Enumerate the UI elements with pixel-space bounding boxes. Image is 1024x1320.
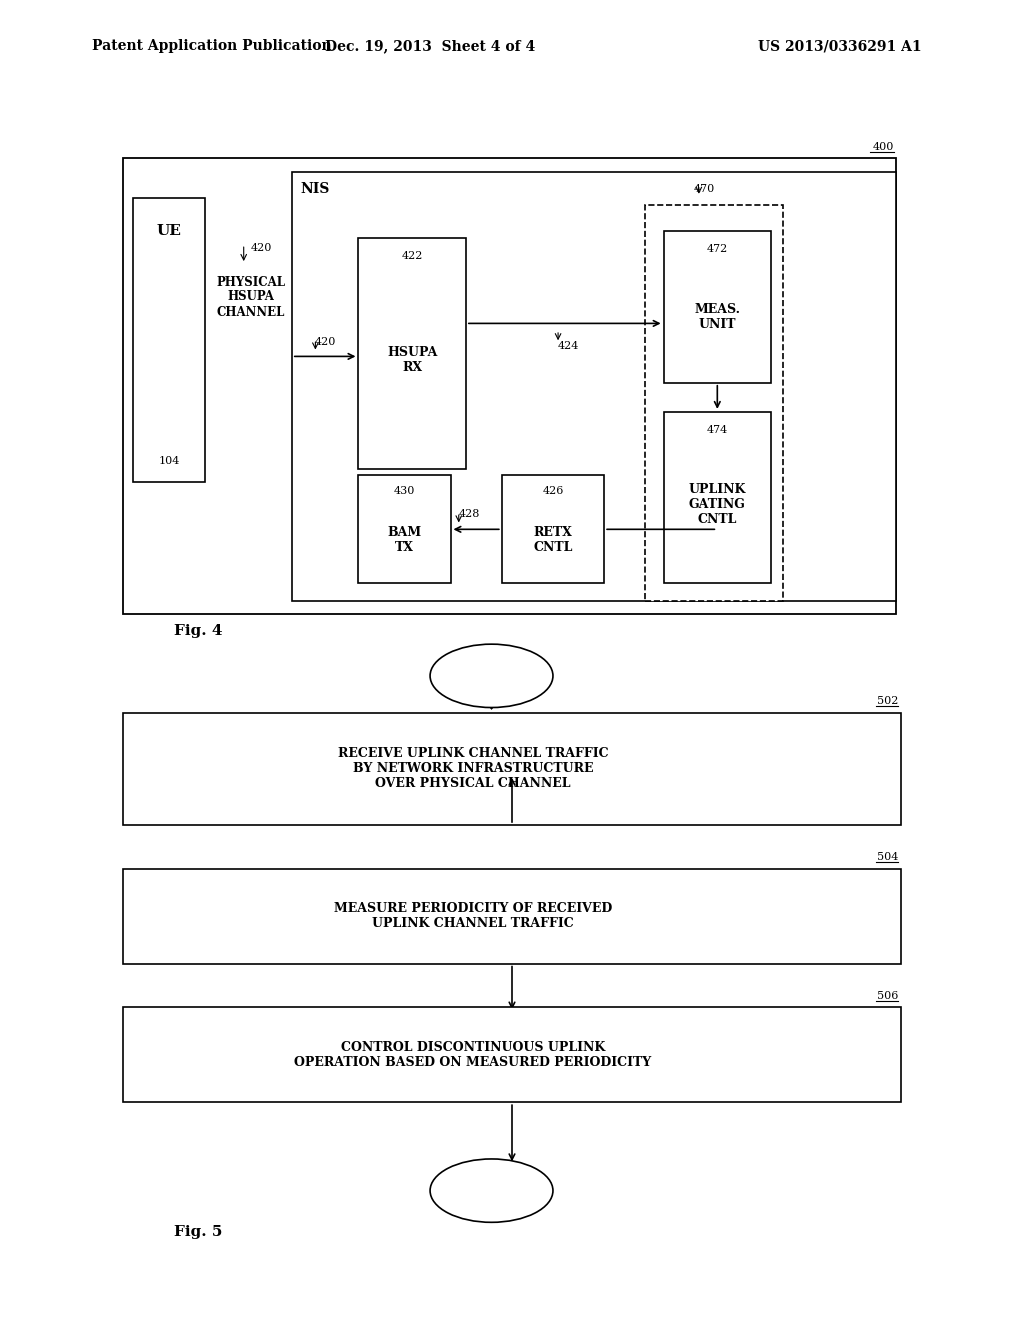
Text: Dec. 19, 2013  Sheet 4 of 4: Dec. 19, 2013 Sheet 4 of 4 — [325, 40, 536, 53]
FancyBboxPatch shape — [502, 475, 604, 583]
Text: 430: 430 — [394, 486, 415, 496]
Text: 474: 474 — [707, 425, 728, 436]
Text: 420: 420 — [315, 337, 336, 347]
Text: 104: 104 — [159, 455, 179, 466]
Text: RETX
CNTL: RETX CNTL — [534, 525, 572, 554]
Text: 472: 472 — [707, 244, 728, 255]
Text: RECEIVE UPLINK CHANNEL TRAFFIC
BY NETWORK INFRASTRUCTURE
OVER PHYSICAL CHANNEL: RECEIVE UPLINK CHANNEL TRAFFIC BY NETWOR… — [338, 747, 608, 791]
FancyBboxPatch shape — [664, 231, 771, 383]
Text: 422: 422 — [401, 251, 423, 261]
FancyBboxPatch shape — [123, 869, 901, 964]
Text: 502: 502 — [877, 696, 898, 706]
Text: MEAS.
UNIT: MEAS. UNIT — [694, 304, 740, 331]
Text: HSUPA
RX: HSUPA RX — [387, 346, 437, 374]
FancyBboxPatch shape — [123, 713, 901, 825]
Text: PHYSICAL
HSUPA
CHANNEL: PHYSICAL HSUPA CHANNEL — [216, 276, 286, 318]
FancyBboxPatch shape — [123, 1007, 901, 1102]
Text: 426: 426 — [543, 486, 563, 496]
Text: UPLINK
GATING
CNTL: UPLINK GATING CNTL — [688, 483, 746, 525]
Text: 508: 508 — [481, 1204, 502, 1214]
Text: 420: 420 — [251, 243, 271, 253]
FancyBboxPatch shape — [645, 205, 783, 601]
Text: 400: 400 — [872, 141, 894, 152]
Text: 500: 500 — [481, 689, 502, 700]
FancyBboxPatch shape — [358, 238, 466, 469]
Text: START: START — [468, 659, 515, 672]
FancyBboxPatch shape — [123, 158, 896, 614]
Text: 506: 506 — [877, 990, 898, 1001]
Text: 428: 428 — [459, 508, 479, 519]
Text: END: END — [475, 1173, 508, 1187]
FancyBboxPatch shape — [358, 475, 451, 583]
Text: MEASURE PERIODICITY OF RECEIVED
UPLINK CHANNEL TRAFFIC: MEASURE PERIODICITY OF RECEIVED UPLINK C… — [334, 902, 612, 931]
Text: Fig. 4: Fig. 4 — [174, 624, 222, 639]
FancyBboxPatch shape — [292, 172, 896, 601]
FancyBboxPatch shape — [133, 198, 205, 482]
Text: UE: UE — [157, 224, 181, 238]
FancyBboxPatch shape — [664, 412, 771, 583]
Text: CONTROL DISCONTINUOUS UPLINK
OPERATION BASED ON MEASURED PERIODICITY: CONTROL DISCONTINUOUS UPLINK OPERATION B… — [295, 1040, 651, 1069]
Ellipse shape — [430, 1159, 553, 1222]
Text: BAM
TX: BAM TX — [387, 525, 422, 554]
Ellipse shape — [430, 644, 553, 708]
Text: 470: 470 — [693, 183, 715, 194]
Text: Patent Application Publication: Patent Application Publication — [92, 40, 332, 53]
Text: US 2013/0336291 A1: US 2013/0336291 A1 — [758, 40, 922, 53]
Text: 504: 504 — [877, 851, 898, 862]
Text: Fig. 5: Fig. 5 — [174, 1225, 222, 1239]
Text: 424: 424 — [558, 341, 579, 351]
Text: NIS: NIS — [300, 182, 330, 197]
